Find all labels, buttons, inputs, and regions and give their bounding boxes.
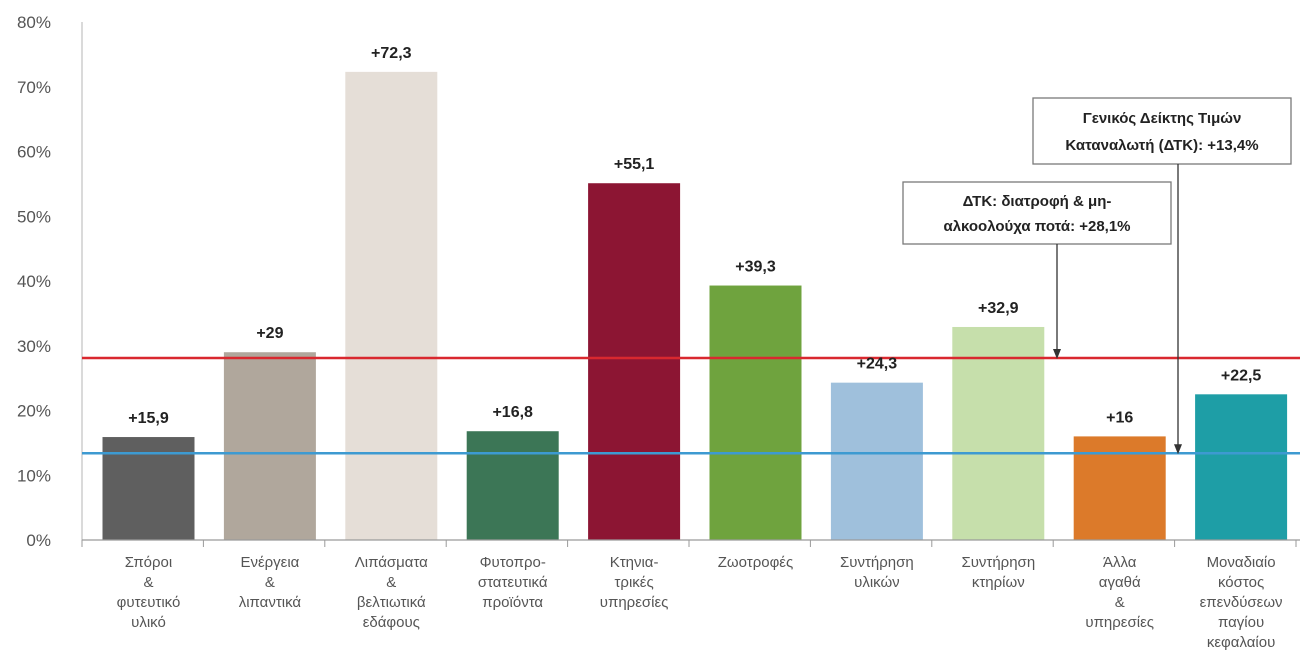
x-category-label: Ενέργεια & λιπαντικά [239, 554, 302, 611]
data-label: +22,5 [1221, 367, 1262, 384]
y-tick-label: 50% [17, 207, 51, 226]
annotation-label-food-cpi: ΔΤΚ: διατροφή & μη-αλκοολούχα ποτά: +28,… [943, 193, 1130, 235]
x-category-label: Άλλα αγαθά & υπηρεσίες [1085, 554, 1154, 631]
x-category-label: Σπόροι & φυτευτικό υλικό [117, 554, 181, 631]
reference-lines [82, 356, 1300, 455]
bars [102, 71, 1288, 541]
y-tick-label: 20% [17, 402, 51, 421]
x-category-label: Κτηνια-τρικές υπηρεσίες [600, 554, 669, 611]
y-tick-label: 80% [17, 13, 51, 32]
data-label: +15,9 [128, 410, 169, 427]
data-labels: +15,9 +29 +72,3 +16,8 +55,1 +39,3 +24,3 +32,9 +1… [128, 45, 1261, 427]
annotation-label-general-cpi: Γενικός Δείκτης Τιμών Καταναλωτή (ΔΤΚ): +… [1065, 110, 1258, 154]
bar [1195, 394, 1288, 540]
bar [952, 326, 1045, 540]
x-category-label: Λιπάσματα & βελτιωτικά εδάφους [355, 554, 428, 631]
y-tick-label: 70% [17, 78, 51, 97]
y-tick-label: 60% [17, 143, 51, 162]
data-label: +16 [1106, 409, 1133, 426]
x-category-label: Συντήρηση κτηρίων [961, 554, 1035, 591]
x-axis: Σπόροι & φυτευτικό υλικό Ενέργεια & λιπαντικά Λ… [81, 539, 1300, 651]
data-label: +24,3 [857, 356, 898, 373]
x-category-label: Συντήρηση υλικών [840, 554, 914, 591]
annotation-box-food-cpi [902, 181, 1172, 245]
bar [1073, 436, 1166, 540]
bar [466, 431, 559, 540]
bar [830, 382, 923, 540]
annotation-box-general-cpi [1032, 97, 1292, 165]
x-category-label: Φυτοπρο-στατευτικά προϊόντα [478, 554, 548, 611]
data-label: +72,3 [371, 45, 412, 62]
x-category-label: Ζωοτροφές [718, 554, 793, 571]
bar [588, 183, 681, 541]
data-label: +29 [256, 325, 283, 342]
y-tick-label: 40% [17, 272, 51, 291]
annotations: ΔΤΚ: διατροφή & μη-αλκοολούχα ποτά: +28,… [902, 97, 1292, 455]
bar [709, 285, 802, 540]
y-axis: 0% 10% 20% 30% 40% 50% 60% 70% 80% [17, 13, 83, 550]
y-tick-label: 30% [17, 337, 51, 356]
bar [223, 352, 316, 540]
data-label: +55,1 [614, 156, 655, 173]
data-label: +39,3 [735, 259, 776, 276]
y-tick-label: 0% [26, 531, 51, 550]
data-label: +32,9 [978, 300, 1019, 317]
bar [345, 71, 438, 541]
y-tick-label: 10% [17, 466, 51, 485]
data-label: +16,8 [492, 404, 533, 421]
x-category-label: Μοναδιαίο κόστος επενδύσεων παγίου κεφαλαίου [1200, 554, 1283, 651]
